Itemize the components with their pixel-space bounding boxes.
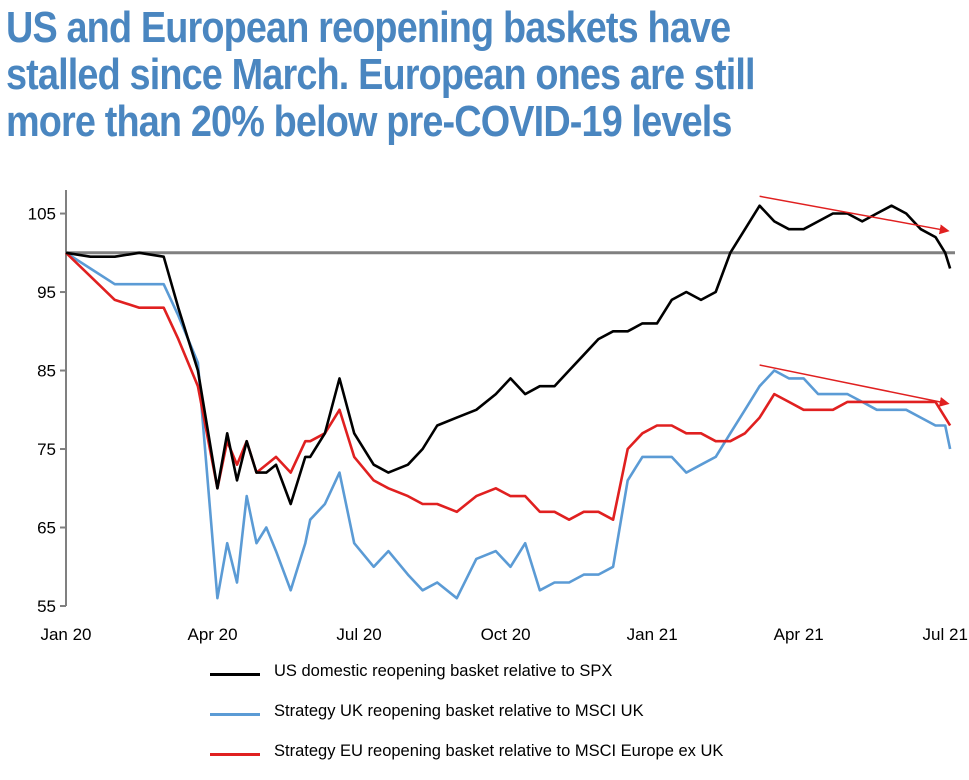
y-tick-label: 105 bbox=[28, 205, 56, 224]
y-tick-label: 85 bbox=[37, 362, 56, 381]
trend-arrow-us bbox=[759, 195, 950, 235]
title-line-3: more than 20% below pre-COVID-19 levels bbox=[6, 97, 732, 146]
legend-item-eu: Strategy EU reopening basket relative to… bbox=[210, 740, 950, 780]
x-tick-label: Jul 21 bbox=[923, 625, 968, 644]
trend-arrow-europe bbox=[759, 364, 950, 407]
legend-label-us: US domestic reopening basket relative to… bbox=[274, 662, 613, 680]
x-tick-label: Apr 20 bbox=[187, 625, 237, 644]
y-tick-label: 95 bbox=[37, 283, 56, 302]
legend-item-us: US domestic reopening basket relative to… bbox=[210, 660, 950, 700]
y-tick-label: 65 bbox=[37, 519, 56, 538]
legend-swatch-eu bbox=[210, 753, 260, 756]
title-line-1: US and European reopening baskets have bbox=[6, 3, 731, 52]
chart-title: US and European reopening baskets have s… bbox=[6, 4, 966, 145]
legend: US domestic reopening basket relative to… bbox=[210, 660, 950, 780]
line-chart: 55 65 75 85 95 105 Jan 20 Apr 20 Jul 20 Oct 20 Jan… bbox=[28, 190, 968, 644]
x-tick-label: Oct 20 bbox=[481, 625, 531, 644]
x-tick-label: Apr 21 bbox=[774, 625, 824, 644]
legend-label-uk: Strategy UK reopening basket relative to… bbox=[274, 702, 644, 720]
y-tick-label: 75 bbox=[37, 440, 56, 459]
legend-item-uk: Strategy UK reopening basket relative to… bbox=[210, 700, 950, 740]
series-us-line bbox=[65, 204, 952, 506]
legend-swatch-us bbox=[210, 673, 260, 676]
series-eu-line bbox=[65, 251, 952, 522]
x-tick-label: Jul 20 bbox=[336, 625, 381, 644]
legend-label-eu: Strategy EU reopening basket relative to… bbox=[274, 742, 724, 760]
y-tick-label: 55 bbox=[37, 597, 56, 616]
series-uk-line bbox=[65, 251, 952, 600]
title-line-2: stalled since March. European ones are s… bbox=[6, 50, 756, 99]
legend-swatch-uk bbox=[210, 713, 260, 716]
x-tick-label: Jan 20 bbox=[40, 625, 91, 644]
x-tick-label: Jan 21 bbox=[627, 625, 678, 644]
